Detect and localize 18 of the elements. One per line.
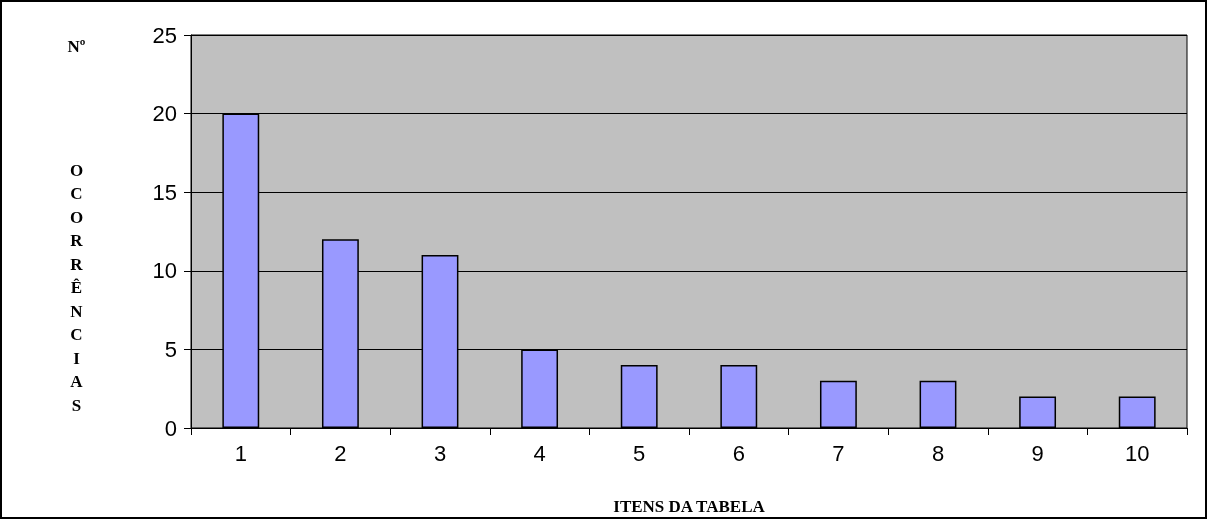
x-tick-label: 7	[832, 440, 845, 466]
x-tick-label: 1	[234, 440, 247, 466]
y-tick-label: 0	[164, 415, 177, 441]
y-tick-label: 10	[152, 258, 177, 284]
y-tick-label: 15	[152, 179, 177, 205]
y-tick-label: 20	[152, 101, 177, 127]
y-tick-label: 25	[152, 22, 177, 48]
x-tick-label: 8	[931, 440, 945, 466]
text: Nº OCORRÊNCIAS	[67, 38, 86, 419]
x-tick-label: 10	[1124, 440, 1150, 466]
x-tick-label: 6	[732, 440, 745, 466]
y-tick-label: 5	[164, 336, 177, 362]
x-tick-label: 9	[1031, 440, 1044, 466]
x-tick-label: 4	[533, 440, 546, 466]
x-tick-label: 5	[633, 440, 646, 466]
x-tick-label: 2	[334, 440, 347, 466]
x-tick-label: 3	[433, 440, 447, 466]
x-axis-title: ITENS DA TABELA	[613, 497, 766, 516]
